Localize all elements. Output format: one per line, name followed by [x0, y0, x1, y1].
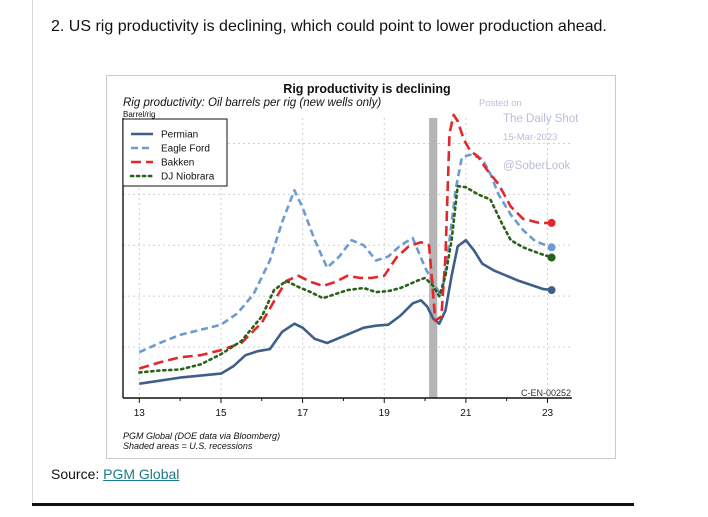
source-line: Source: PGM Global [51, 466, 179, 482]
watermark-handle: @SoberLook [503, 160, 571, 172]
x-tick-label: 17 [297, 408, 309, 419]
legend-box [122, 118, 228, 187]
x-tick-label: 19 [379, 408, 391, 419]
x-tick-label: 21 [460, 408, 472, 419]
series-endpoint-permian [547, 286, 556, 295]
watermark-site: The Daily Shot [503, 113, 579, 125]
chart-frame: Rig productivity is declining Rig produc… [81, 75, 616, 459]
y-axis-unit-label: Barrel/rig [123, 110, 155, 119]
legend-label-dj-niobrara: DJ Niobrara [161, 172, 215, 183]
x-tick-label: 15 [215, 408, 227, 419]
legend-label-permian: Permian [161, 130, 198, 141]
left-rule [32, 0, 33, 505]
series-lines [137, 113, 553, 385]
series-endpoint-eagle-ford [547, 243, 556, 252]
source-link[interactable]: PGM Global [103, 466, 180, 482]
chart-subtitle: Rig productivity: Oil barrels per rig (n… [123, 97, 381, 109]
legend-label-bakken: Bakken [161, 158, 194, 169]
series-line-dj-niobrara [137, 184, 553, 374]
chart-title: Rig productivity is declining [283, 82, 450, 96]
series-line-permian [139, 238, 552, 385]
chart-legend: Permian Eagle Ford Bakken DJ Niobrara [122, 118, 228, 187]
series-line-eagle-ford [138, 153, 553, 354]
footnote-shading: Shaded areas = U.S. recessions [123, 441, 253, 451]
rig-productivity-chart: Rig productivity is declining Rig produc… [81, 82, 579, 451]
page-heading: 2. US rig productivity is declining, whi… [51, 18, 607, 35]
series-endpoint-bakken [547, 218, 556, 227]
series-line-bakken [138, 113, 552, 370]
series-endpoint-dj-niobrara [547, 253, 556, 262]
bottom-rule [32, 503, 634, 506]
series-endpoints [547, 218, 556, 295]
legend-label-eagle-ford: Eagle Ford [161, 144, 210, 155]
chart-code: C-EN-00252 [521, 388, 571, 398]
recession-band [429, 118, 438, 398]
x-tick-label: 13 [134, 408, 146, 419]
watermark: Posted on The Daily Shot 15-Mar-2023 @So… [479, 98, 579, 172]
watermark-posted-on: Posted on [479, 98, 522, 109]
x-tick-label: 23 [542, 408, 554, 419]
watermark-date: 15-Mar-2023 [503, 132, 557, 143]
footnote-source: PGM Global (DOE data via Bloomberg) [123, 431, 280, 441]
source-prefix: Source: [51, 466, 104, 482]
